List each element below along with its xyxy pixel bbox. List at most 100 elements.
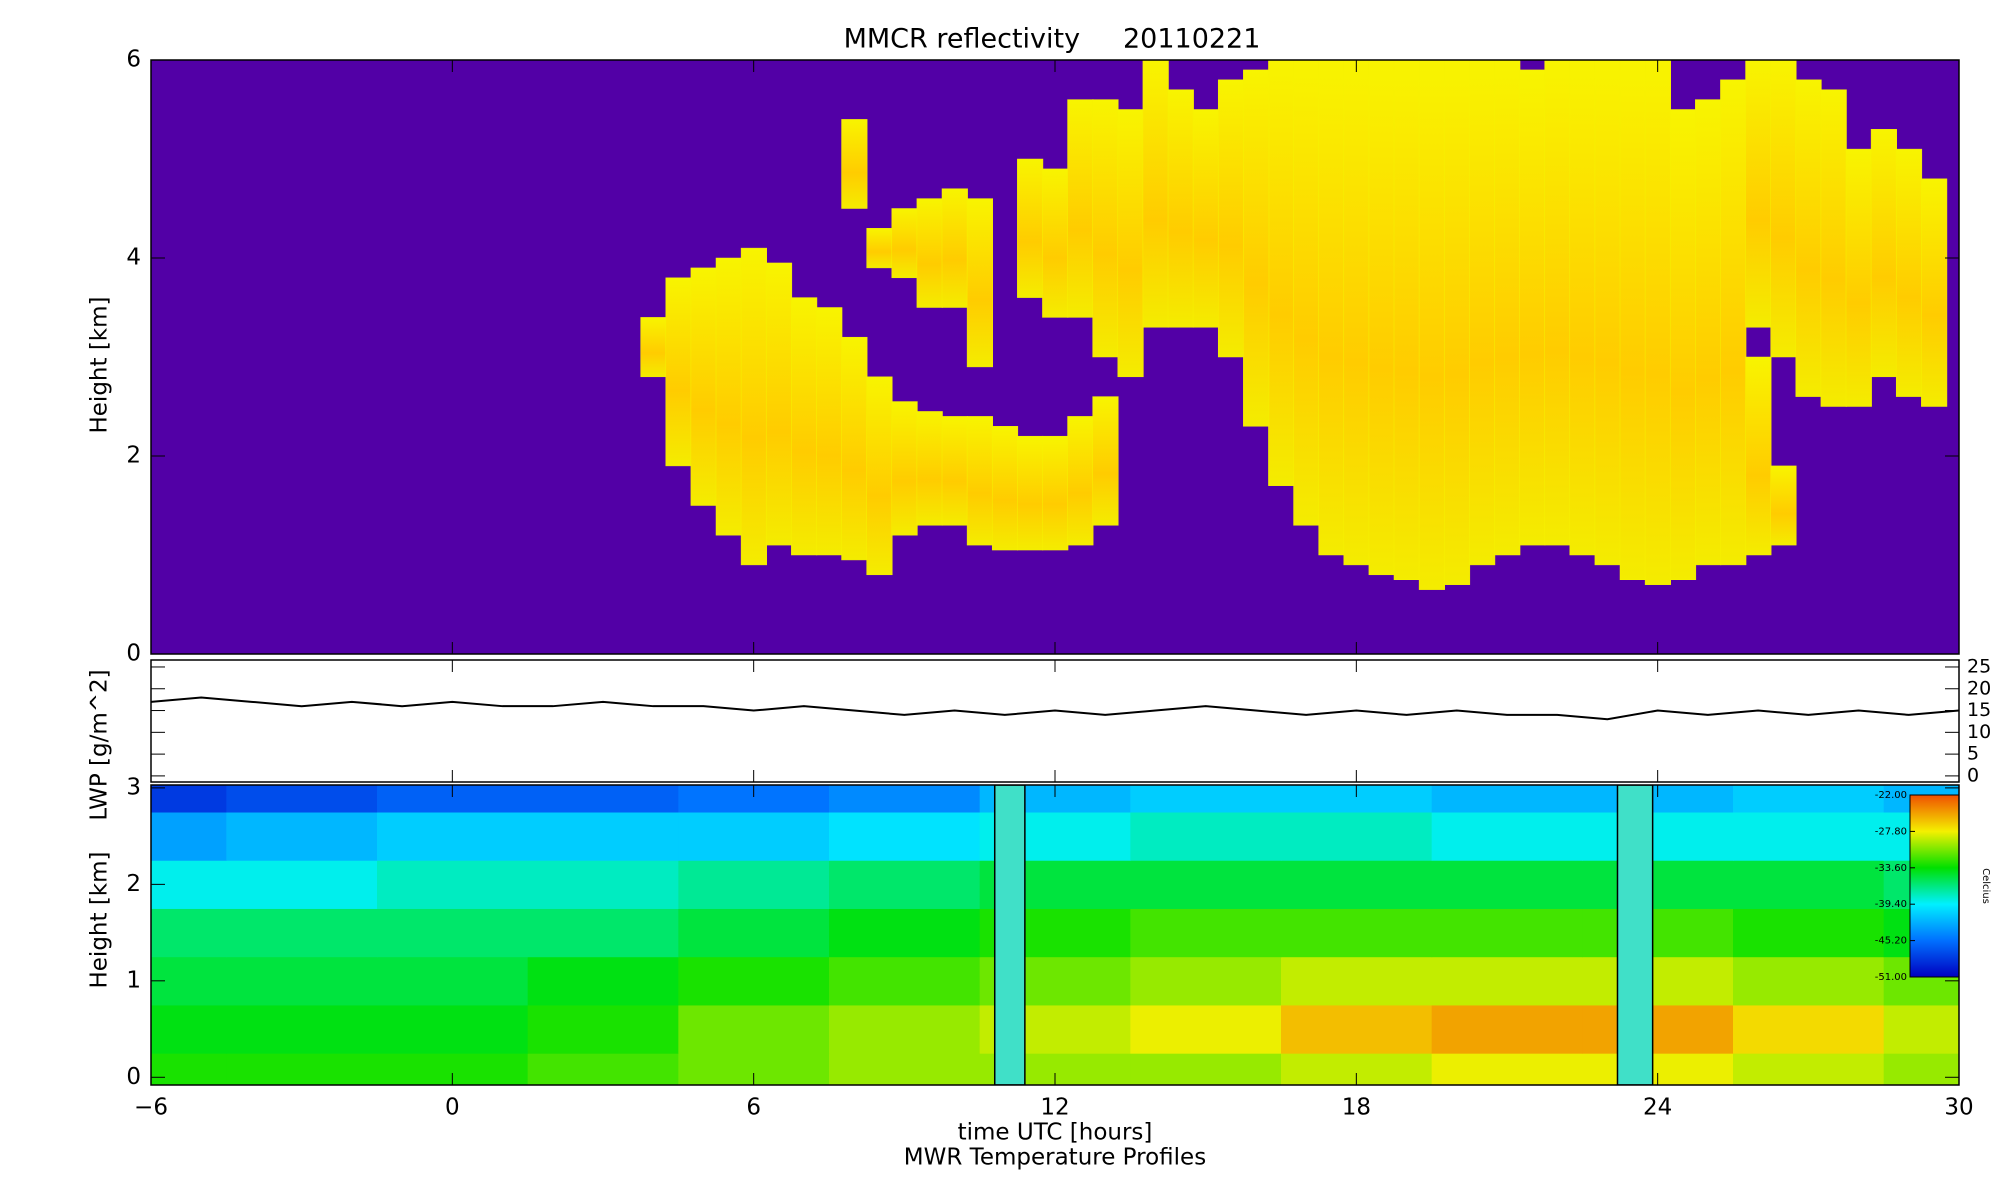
cloud-column [1243, 69, 1270, 427]
y-tick-label: 2 [126, 871, 141, 897]
temperature-cell [377, 812, 529, 861]
cloud-column [1067, 416, 1094, 546]
temperature-cell [1431, 785, 1583, 813]
cloud-column [1594, 60, 1621, 566]
temperature-cell [1130, 1004, 1282, 1054]
cloud-column [1343, 60, 1370, 566]
temperature-cell [151, 908, 227, 958]
cloud-column [1042, 435, 1069, 551]
cloud-column [1092, 396, 1119, 526]
cloud-column [891, 401, 918, 536]
cloud-column [1393, 60, 1420, 580]
y-axis-label: Height [km] [87, 296, 113, 433]
temperature-cell [1130, 812, 1282, 861]
temperature-cell [829, 1053, 981, 1085]
cloud-column [1695, 99, 1722, 566]
temperature-cell [1281, 812, 1433, 861]
cloud-column [1142, 60, 1169, 328]
y-tick-label: 0 [126, 641, 141, 667]
cloud-column [1318, 60, 1345, 556]
x-tick-label: −6 [134, 1095, 168, 1121]
cloud-column [1770, 465, 1797, 546]
temperature-cell [829, 908, 981, 958]
temperature-cell [151, 785, 227, 813]
temperature-cell [527, 785, 679, 813]
colorbar-tick-label: -51.00 [1875, 972, 1907, 983]
temperature-cell [1582, 908, 1734, 958]
cloud-column [1418, 60, 1445, 590]
cloud-column [891, 208, 918, 279]
temperature-cell [678, 860, 830, 909]
y2-tick-label: 25 [1967, 655, 1991, 677]
cloud-column [941, 188, 968, 308]
temperature-cell [829, 860, 981, 909]
x-tick-label: 0 [445, 1095, 460, 1121]
cloud-column [715, 257, 742, 536]
temperature-cell [151, 1004, 227, 1054]
y2-tick-label: 5 [1967, 743, 1979, 765]
temperature-cell [829, 1004, 981, 1054]
cloud-column [1845, 148, 1872, 407]
y2-tick-label: 10 [1967, 721, 1991, 743]
cloud-column [1795, 79, 1822, 397]
temperature-cell [151, 1053, 227, 1085]
x-tick-label: 18 [1342, 1095, 1371, 1121]
temperature-cell [1431, 956, 1583, 1006]
colorbar-tick-label: -22.00 [1875, 790, 1907, 801]
cloud-column [1217, 79, 1245, 358]
temperature-cell [1582, 1004, 1734, 1054]
temperature-cell [1431, 1004, 1583, 1054]
cloud-column [991, 426, 1019, 551]
cloud-column [1017, 158, 1044, 298]
cloud-column [1644, 60, 1671, 585]
cloud-column [1293, 60, 1320, 526]
colorbar [1909, 794, 1960, 978]
temperature-cell [377, 860, 529, 909]
cloud-column [1167, 89, 1194, 328]
cloud-column [1469, 60, 1496, 566]
cloud-column [1117, 109, 1144, 378]
panel-frame [150, 659, 1960, 783]
x-tick-label: 6 [746, 1095, 761, 1121]
temperature-cell [1733, 908, 1885, 958]
missing-data [1616, 785, 1654, 1085]
cloud-column [1669, 109, 1697, 580]
temperature-cell [1883, 1053, 1959, 1085]
temperature-cell [678, 1004, 830, 1054]
temperature-cell [1582, 812, 1734, 861]
temperature-cell [1883, 1004, 1959, 1054]
cloud-column [1519, 69, 1546, 546]
colorbar-label: Celcius [1980, 868, 1991, 904]
temperature-cell [1733, 812, 1885, 861]
chart-title: MMCR reflectivity 20110221 [844, 24, 1261, 55]
missing-data [993, 785, 1026, 1085]
temperature-cell [377, 1004, 529, 1054]
temperature-cell [1281, 908, 1433, 958]
temperature-cell [1733, 860, 1885, 909]
cloud-column [690, 267, 717, 506]
temperature-cell [678, 908, 830, 958]
temperature-cell [1582, 860, 1734, 909]
y-tick-label: 4 [126, 245, 141, 271]
y2-tick-label: 15 [1967, 699, 1991, 721]
temperature-cell [1281, 860, 1433, 909]
cloud-column [816, 307, 843, 556]
y-tick-label: 2 [126, 443, 141, 469]
temperature-cell [527, 908, 679, 958]
temperature-cell [1733, 1053, 1885, 1085]
temperature-cell [678, 956, 830, 1006]
y-axis-label: Height [km] [87, 851, 113, 988]
cloud-column [841, 336, 868, 561]
cloud-column [1745, 60, 1772, 328]
x-tick-label: 24 [1643, 1095, 1672, 1121]
colorbar-tick-label: -39.40 [1875, 899, 1907, 910]
temperature-cell [1130, 1053, 1282, 1085]
temperature-cell [527, 956, 679, 1006]
y-tick-label: 3 [126, 774, 141, 800]
temperature-cell [1733, 785, 1885, 813]
temperature-cell [151, 812, 227, 861]
temperature-cell [226, 812, 378, 861]
cloud-column [1494, 60, 1521, 556]
plot-layer [151, 60, 1959, 654]
